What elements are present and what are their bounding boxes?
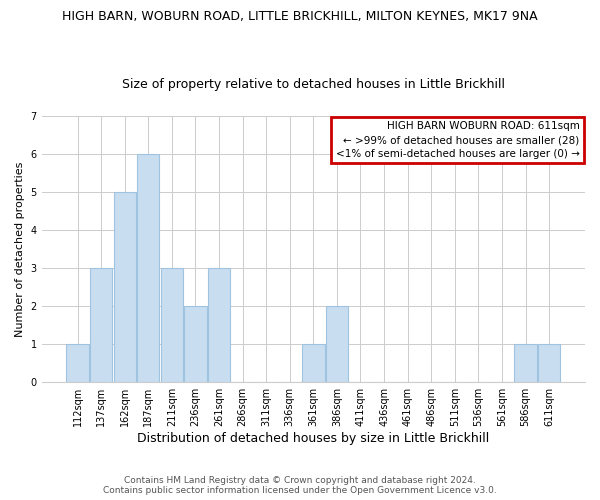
Bar: [113, 192, 136, 382]
Bar: [137, 154, 160, 382]
X-axis label: Distribution of detached houses by size in Little Brickhill: Distribution of detached houses by size …: [137, 432, 490, 445]
Bar: [302, 344, 325, 383]
Bar: [326, 306, 348, 382]
Bar: [90, 268, 112, 382]
Bar: [538, 344, 560, 383]
Bar: [184, 306, 206, 382]
Y-axis label: Number of detached properties: Number of detached properties: [15, 162, 25, 336]
Text: Contains HM Land Registry data © Crown copyright and database right 2024.
Contai: Contains HM Land Registry data © Crown c…: [103, 476, 497, 495]
Text: HIGH BARN WOBURN ROAD: 611sqm
← >99% of detached houses are smaller (28)
<1% of : HIGH BARN WOBURN ROAD: 611sqm ← >99% of …: [335, 122, 580, 160]
Bar: [161, 268, 183, 382]
Bar: [514, 344, 537, 383]
Text: HIGH BARN, WOBURN ROAD, LITTLE BRICKHILL, MILTON KEYNES, MK17 9NA: HIGH BARN, WOBURN ROAD, LITTLE BRICKHILL…: [62, 10, 538, 23]
Title: Size of property relative to detached houses in Little Brickhill: Size of property relative to detached ho…: [122, 78, 505, 91]
Bar: [67, 344, 89, 383]
Bar: [208, 268, 230, 382]
